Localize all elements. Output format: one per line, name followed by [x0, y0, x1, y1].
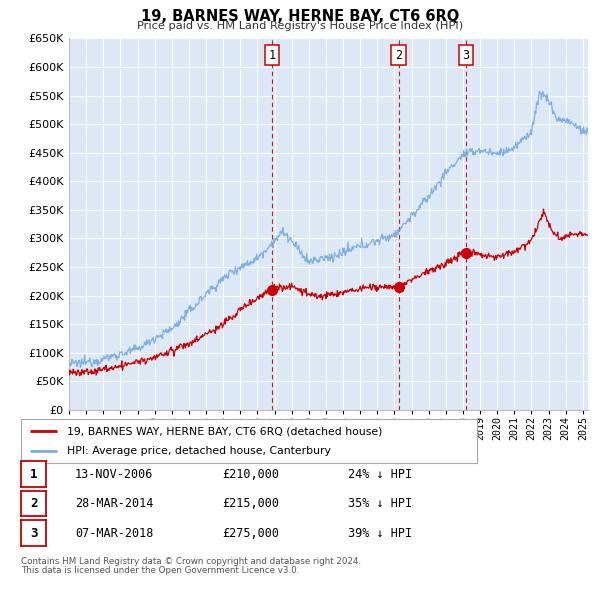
Text: Price paid vs. HM Land Registry's House Price Index (HPI): Price paid vs. HM Land Registry's House …: [137, 21, 463, 31]
Text: 35% ↓ HPI: 35% ↓ HPI: [348, 497, 412, 510]
Text: 19, BARNES WAY, HERNE BAY, CT6 6RQ (detached house): 19, BARNES WAY, HERNE BAY, CT6 6RQ (deta…: [67, 427, 382, 436]
Text: 2: 2: [30, 497, 37, 510]
Text: This data is licensed under the Open Government Licence v3.0.: This data is licensed under the Open Gov…: [21, 566, 299, 575]
Text: 39% ↓ HPI: 39% ↓ HPI: [348, 526, 412, 540]
Text: 3: 3: [30, 526, 37, 540]
Text: 28-MAR-2014: 28-MAR-2014: [75, 497, 154, 510]
Text: HPI: Average price, detached house, Canterbury: HPI: Average price, detached house, Cant…: [67, 446, 331, 455]
Text: 1: 1: [269, 48, 276, 61]
Text: 1: 1: [30, 467, 37, 481]
Text: 2: 2: [395, 48, 402, 61]
Text: Contains HM Land Registry data © Crown copyright and database right 2024.: Contains HM Land Registry data © Crown c…: [21, 558, 361, 566]
Text: £275,000: £275,000: [222, 526, 279, 540]
Text: 19, BARNES WAY, HERNE BAY, CT6 6RQ: 19, BARNES WAY, HERNE BAY, CT6 6RQ: [141, 9, 459, 24]
Text: 24% ↓ HPI: 24% ↓ HPI: [348, 467, 412, 481]
Text: 13-NOV-2006: 13-NOV-2006: [75, 467, 154, 481]
Text: 3: 3: [463, 48, 470, 61]
Text: £215,000: £215,000: [222, 497, 279, 510]
Text: £210,000: £210,000: [222, 467, 279, 481]
Text: 07-MAR-2018: 07-MAR-2018: [75, 526, 154, 540]
